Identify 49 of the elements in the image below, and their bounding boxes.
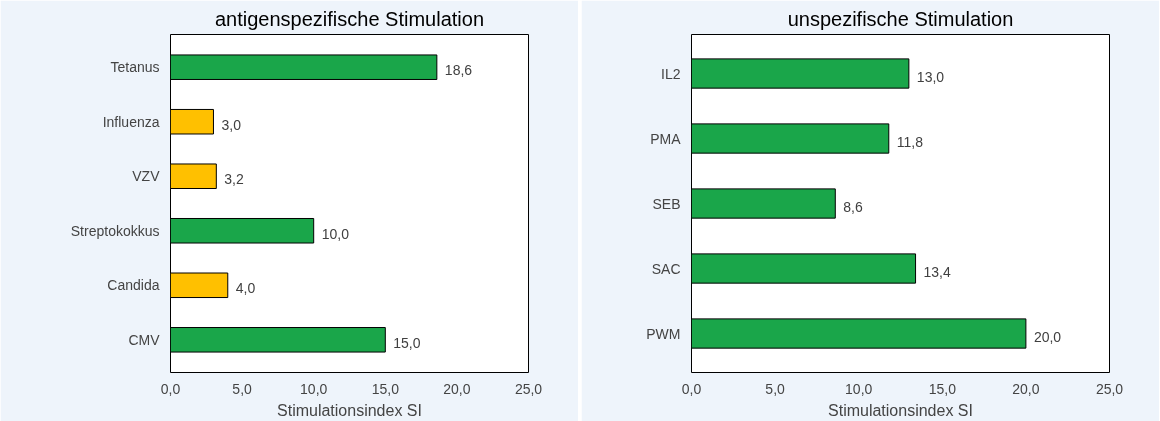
x-tick-label: 0,0: [160, 380, 181, 397]
data-label: 3,2: [224, 171, 244, 188]
data-label: 4,0: [235, 280, 256, 297]
data-label: 20,0: [1033, 328, 1062, 345]
y-tick-label: Tetanus: [110, 59, 160, 76]
bar: [170, 327, 386, 353]
x-tick-label: 20,0: [1012, 380, 1040, 397]
y-tick-label: SEB: [652, 195, 681, 212]
bar: [691, 318, 1027, 349]
data-label: 8,6: [843, 198, 863, 215]
x-tick-label: 25,0: [1095, 380, 1124, 397]
data-label: 11,8: [896, 133, 924, 150]
y-tick-label: Influenza: [102, 113, 160, 130]
x-axis-title: Stimulationsindex SI: [828, 401, 973, 419]
bar: [691, 253, 917, 284]
x-tick-label: 25,0: [514, 380, 543, 397]
x-tick-label: 15,0: [371, 380, 400, 397]
data-label: 18,6: [444, 62, 473, 79]
bar: [170, 108, 214, 135]
y-tick-label: Candida: [107, 277, 160, 294]
x-tick-label: 0,0: [681, 380, 702, 397]
x-tick-label: 20,0: [443, 380, 471, 397]
data-label: 13,0: [916, 68, 945, 85]
x-axis-title: Stimulationsindex SI: [277, 401, 422, 419]
y-tick-label: IL2: [661, 65, 681, 82]
x-tick-label: 15,0: [928, 380, 957, 397]
y-tick-label: PWM: [646, 325, 681, 342]
bar: [691, 188, 836, 219]
bar: [170, 54, 438, 80]
chart-title: antigenspezifische Stimulation: [214, 7, 485, 30]
data-label: 13,4: [923, 263, 952, 280]
y-tick-label: Streptokokkus: [70, 222, 160, 239]
y-tick-label: SAC: [651, 260, 681, 277]
bar: [170, 272, 229, 299]
data-label: 3,0: [221, 116, 242, 133]
y-tick-label: CMV: [128, 331, 161, 348]
bar: [170, 217, 315, 244]
data-label: 10,0: [321, 225, 350, 242]
x-tick-label: 5,0: [232, 380, 253, 397]
bar: [691, 123, 890, 154]
bar: [170, 163, 217, 190]
chart-title: unspezifische Stimulation: [787, 7, 1014, 30]
x-tick-label: 5,0: [765, 380, 786, 397]
x-tick-label: 10,0: [845, 380, 873, 397]
y-tick-label: VZV: [132, 168, 161, 185]
bar: [691, 58, 910, 89]
x-tick-label: 10,0: [300, 380, 328, 397]
data-label: 15,0: [393, 334, 421, 351]
y-tick-label: PMA: [650, 130, 682, 147]
